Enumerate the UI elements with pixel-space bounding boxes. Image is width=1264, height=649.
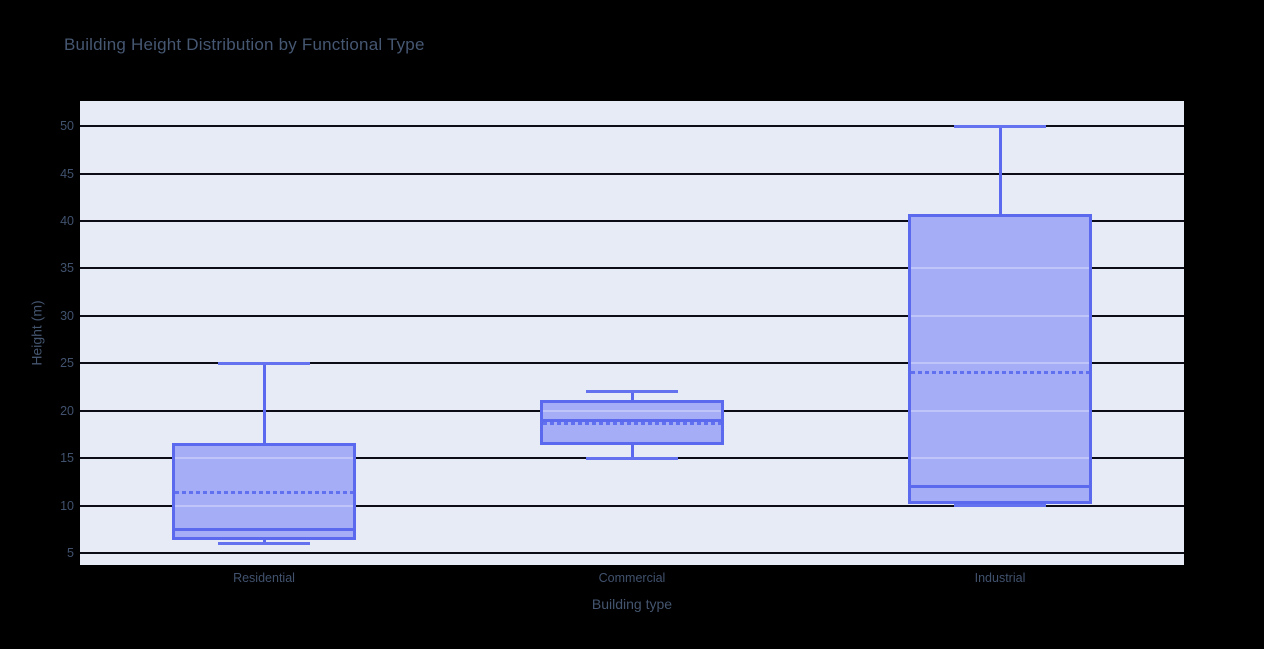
inner-gridline: [175, 457, 353, 460]
gridline: [80, 220, 1184, 223]
median-line-residential: [172, 527, 356, 531]
inner-gridline: [543, 409, 721, 412]
whisker-cap-max-residential: [218, 361, 310, 365]
inner-gridline: [175, 504, 353, 507]
chart-title: Building Height Distribution by Function…: [64, 35, 425, 54]
y-tick-label: 50: [60, 119, 74, 134]
gridline: [80, 267, 1184, 270]
y-tick-label: 45: [60, 166, 74, 181]
whisker-cap-min-residential: [218, 542, 310, 546]
x-tick-label-industrial: Industrial: [974, 571, 1026, 585]
gridline: [80, 362, 1184, 365]
gridline: [80, 504, 1184, 507]
inner-gridline: [911, 409, 1089, 412]
whisker-line-commercial: [630, 391, 634, 402]
inner-gridline: [911, 314, 1089, 317]
x-axis-title: Building type: [591, 596, 673, 612]
whisker-line-residential: [262, 538, 266, 544]
mean-line-industrial: [911, 371, 1089, 375]
whisker-line-residential: [262, 363, 266, 444]
whisker-cap-max-commercial: [586, 390, 678, 394]
gridline: [80, 172, 1184, 175]
whisker-cap-min-industrial: [954, 504, 1046, 508]
y-tick-label: 20: [60, 403, 74, 418]
gridline: [80, 552, 1184, 555]
median-line-industrial: [908, 485, 1092, 489]
x-tick-label-residential: Residential: [233, 571, 295, 585]
y-tick-label: 10: [60, 498, 74, 513]
inner-gridline: [911, 267, 1089, 270]
inner-gridline: [911, 457, 1089, 460]
median-line-commercial: [540, 418, 724, 422]
whisker-line-commercial: [630, 443, 634, 459]
gridline: [80, 314, 1184, 317]
mean-line-residential: [175, 490, 353, 494]
y-tick-label: 40: [60, 214, 74, 229]
mean-line-commercial: [543, 421, 721, 425]
x-tick-label-commercial: Commercial: [598, 571, 666, 585]
whisker-cap-min-commercial: [586, 456, 678, 460]
y-tick-label: 5: [67, 546, 74, 561]
whisker-cap-max-industrial: [954, 124, 1046, 128]
y-tick-label: 30: [60, 308, 74, 323]
y-tick-label: 15: [60, 451, 74, 466]
box-industrial: [908, 213, 1092, 505]
plot-area: [80, 101, 1184, 565]
y-tick-label: 35: [60, 261, 74, 276]
whisker-line-industrial: [998, 126, 1002, 216]
gridline: [80, 125, 1184, 128]
y-tick-label: 25: [60, 356, 74, 371]
inner-gridline: [911, 362, 1089, 365]
